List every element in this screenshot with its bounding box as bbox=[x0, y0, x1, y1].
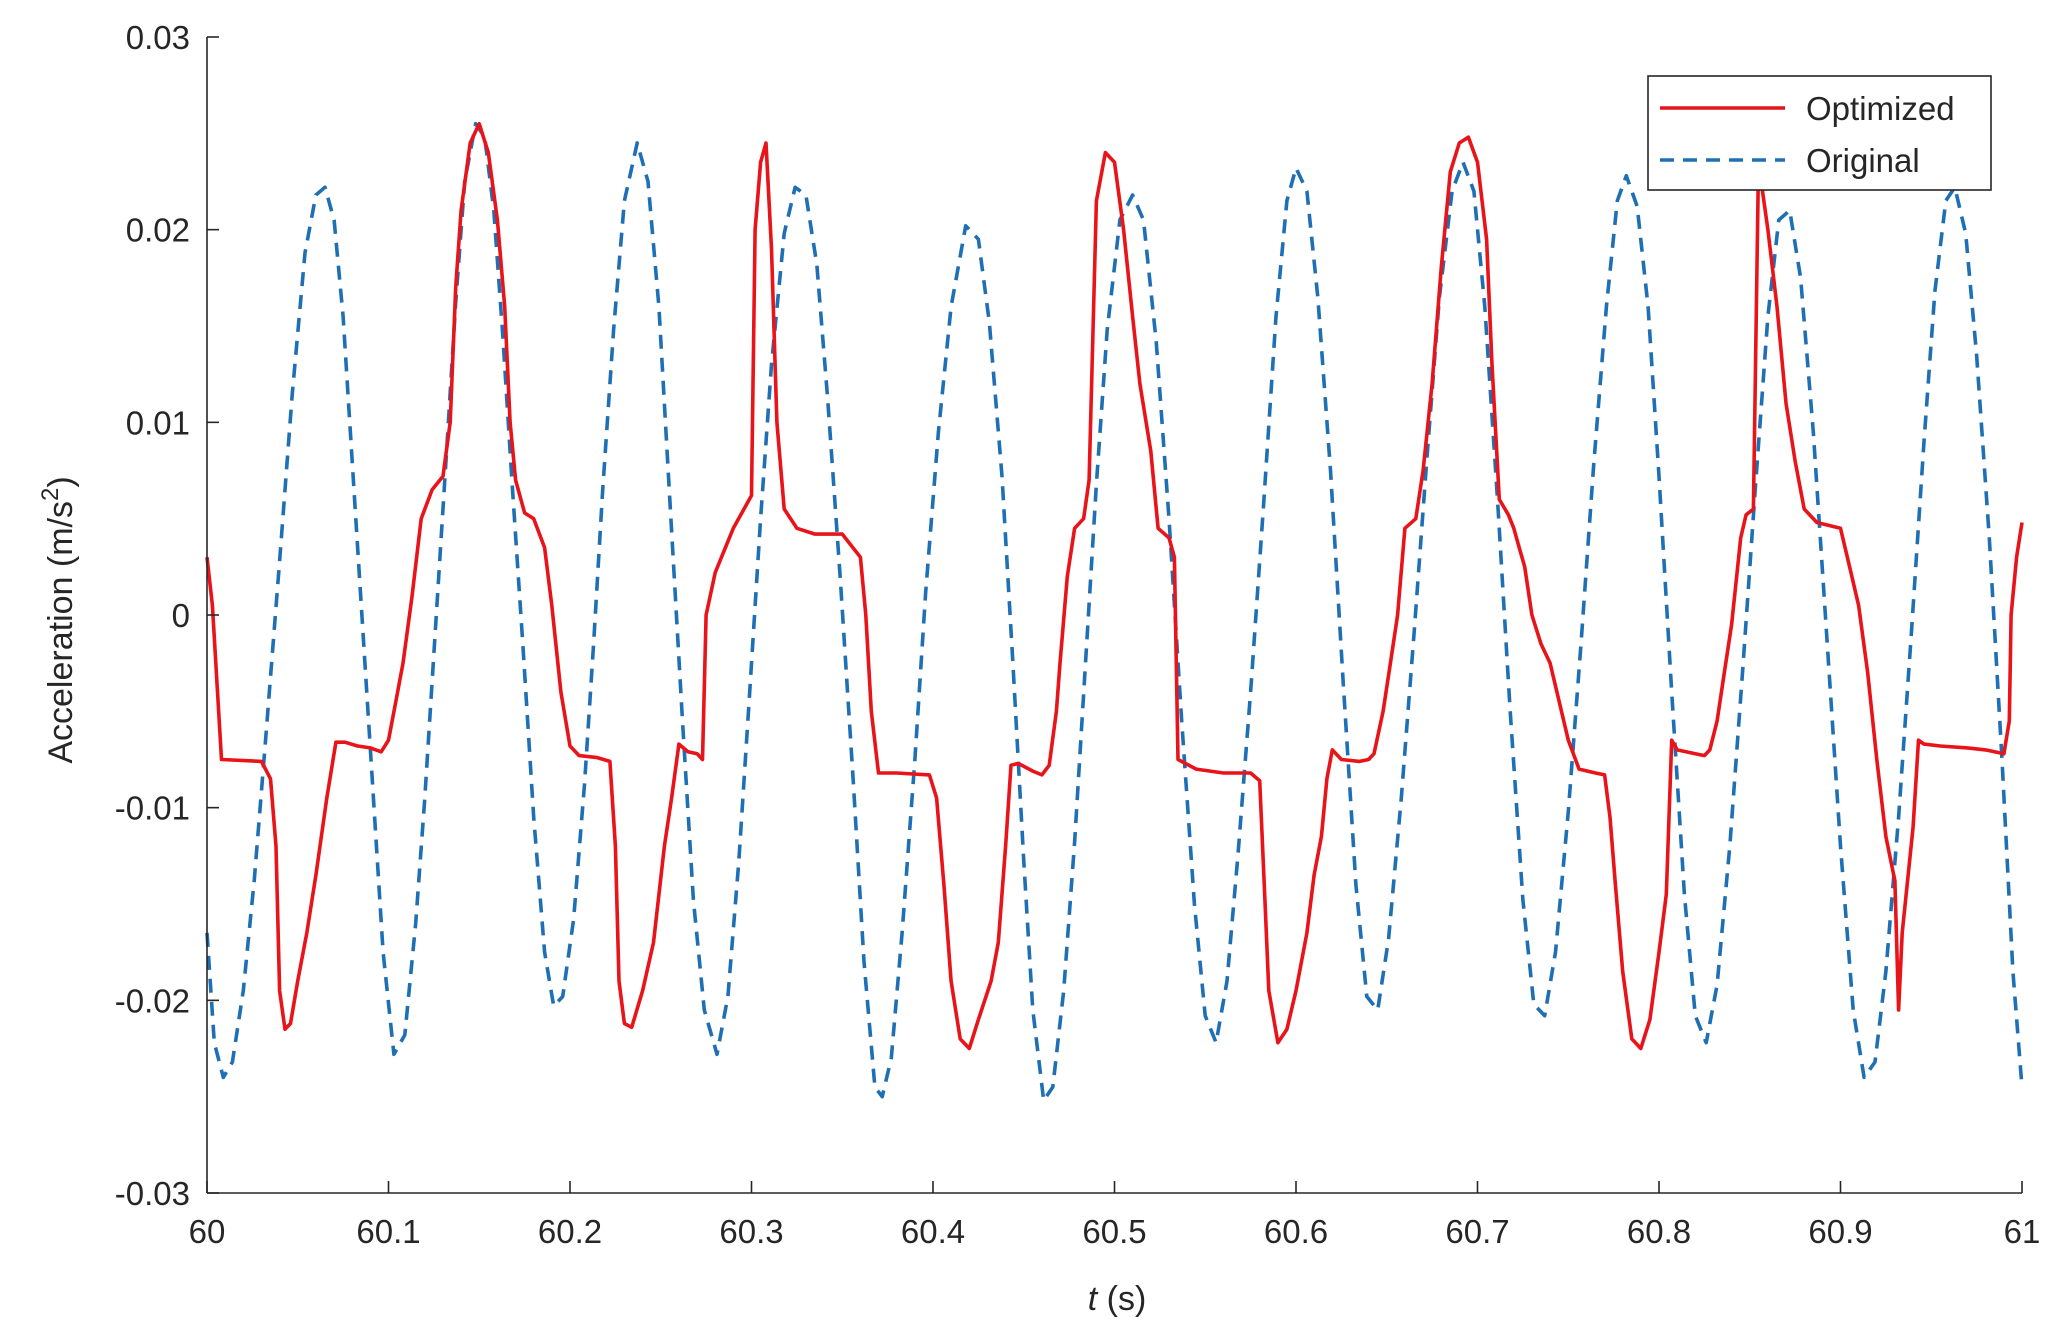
x-tick-label: 60.9 bbox=[1808, 1213, 1872, 1250]
x-axis-label-unit: (s) bbox=[1097, 1280, 1146, 1318]
x-tick-label: 60.4 bbox=[901, 1213, 965, 1250]
x-tick-label: 61 bbox=[2004, 1213, 2041, 1250]
x-tick-label: 60.5 bbox=[1082, 1213, 1146, 1250]
axes-layer: 60 60.1 60.2 60.3 60.4 60.5 60.6 60.7 60.8 60.9 61… bbox=[115, 19, 2041, 1250]
y-tick-label: -0.02 bbox=[115, 982, 190, 1019]
y-axis-label: Acceleration (m/s2) bbox=[37, 476, 80, 763]
y-tick-label: 0.02 bbox=[126, 212, 190, 249]
series-layer bbox=[205, 121, 2024, 1103]
y-axis-label-superscript: 2 bbox=[37, 488, 64, 501]
y-axis-label-text: Acceleration (m/s bbox=[42, 501, 80, 764]
x-tick-label: 60.6 bbox=[1264, 1213, 1328, 1250]
x-tick-label: 60.1 bbox=[356, 1213, 420, 1250]
legend-label-optimized: Optimized bbox=[1806, 90, 1955, 127]
legend-box bbox=[1647, 75, 1992, 191]
y-tick-label: 0.03 bbox=[126, 19, 190, 56]
y-tick-label: -0.01 bbox=[115, 790, 190, 827]
x-tick-label: 60.8 bbox=[1627, 1213, 1691, 1250]
x-tick-label: 60.2 bbox=[538, 1213, 602, 1250]
x-axis-label: t (s) bbox=[1088, 1280, 1147, 1318]
legend: Optimized Original bbox=[1647, 75, 1992, 191]
y-tick-label: 0.01 bbox=[126, 404, 190, 441]
series-line-original bbox=[205, 121, 2024, 1103]
y-tick-label: -0.03 bbox=[115, 1175, 190, 1212]
y-tick-label: 0 bbox=[172, 597, 190, 634]
legend-label-original: Original bbox=[1806, 142, 1920, 179]
y-axis-label-tail: ) bbox=[42, 476, 80, 487]
x-tick-label: 60.7 bbox=[1445, 1213, 1509, 1250]
series-line-optimized bbox=[205, 121, 2024, 1051]
x-tick-label: 60.3 bbox=[719, 1213, 783, 1250]
x-tick-label: 60 bbox=[189, 1213, 226, 1250]
x-axis-label-variable: t bbox=[1088, 1280, 1099, 1318]
